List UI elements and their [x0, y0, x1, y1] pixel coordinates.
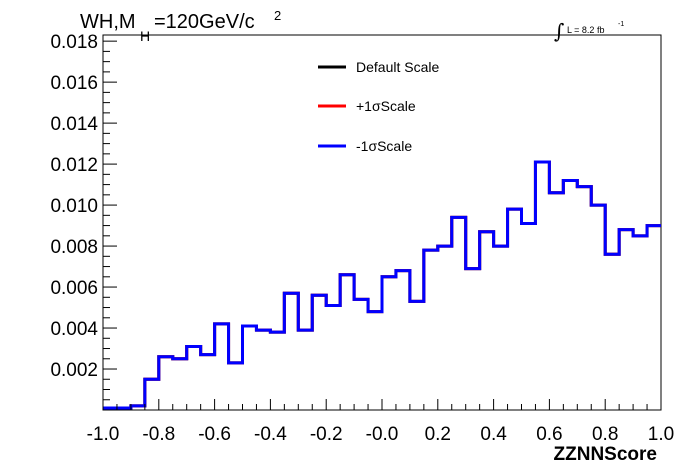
- luminosity-label: ∫ L = 8.2 fb -1: [554, 19, 624, 43]
- series-group: [103, 160, 661, 410]
- chart-title: WH,M H =120GeV/c 2: [80, 8, 281, 44]
- x-axis-label: ZZNNScore: [554, 444, 657, 465]
- x-tick-label: -0.6: [198, 424, 231, 445]
- x-tick-label: -0.0: [366, 424, 399, 445]
- y-tick-label: 0.004: [50, 319, 98, 340]
- axes: [102, 40, 662, 411]
- title-subscript: H: [140, 28, 150, 44]
- y-tick-label: 0.018: [50, 32, 98, 53]
- lumi-superscript: -1: [618, 21, 624, 28]
- title-tail: =120GeV/c: [154, 11, 255, 33]
- y-tick-label: 0.008: [50, 237, 98, 258]
- y-tick-labels: 0.002 0.004 0.006 0.008 0.010 0.012 0.014 0.016…: [50, 32, 98, 381]
- y-tick-label: 0.002: [50, 360, 98, 381]
- x-tick-label: 0.8: [592, 424, 618, 445]
- legend-label: +1σScale: [356, 98, 416, 114]
- y-tick-label: 0.016: [50, 73, 98, 94]
- x-tick-label: -0.4: [254, 424, 287, 445]
- legend: Default Scale +1σScale -1σScale: [318, 59, 439, 154]
- x-tick-labels: -1.0 -0.8 -0.6 -0.4 -0.2 -0.0 0.2 0.4 0.6 0.8 1.0: [87, 424, 675, 445]
- x-tick-label: -0.8: [142, 424, 175, 445]
- legend-label: Default Scale: [356, 59, 439, 75]
- lumi-text: L = 8.2 fb: [567, 25, 604, 35]
- series-line-2: [103, 160, 661, 410]
- x-tick-label: -1.0: [87, 424, 120, 445]
- title-main: WH,M: [80, 11, 136, 33]
- x-tick-label: 1.0: [648, 424, 674, 445]
- legend-label: -1σScale: [356, 138, 412, 154]
- x-tick-label: -0.2: [310, 424, 343, 445]
- y-tick-label: 0.014: [50, 114, 98, 135]
- y-tick-label: 0.010: [50, 196, 98, 217]
- title-superscript: 2: [274, 8, 281, 23]
- y-tick-label: 0.012: [50, 155, 98, 176]
- x-tick-label: 0.2: [425, 424, 451, 445]
- x-tick-label: 0.6: [536, 424, 562, 445]
- x-tick-label: 0.4: [480, 424, 507, 445]
- integral-sign: ∫: [554, 19, 564, 43]
- y-tick-label: 0.006: [50, 278, 98, 299]
